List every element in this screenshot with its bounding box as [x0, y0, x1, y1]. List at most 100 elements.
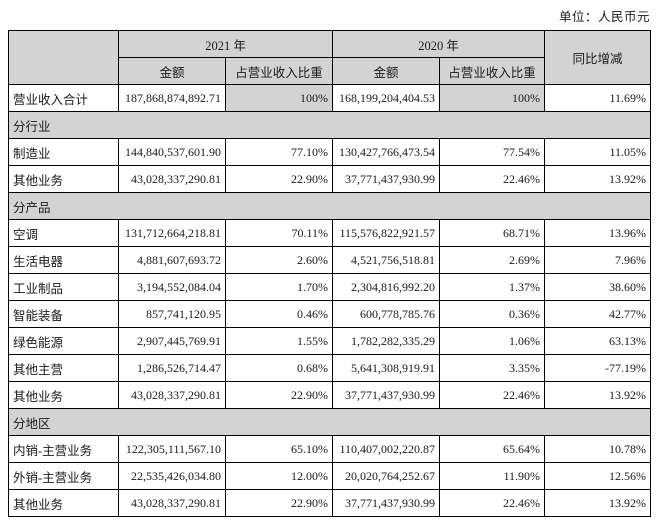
- row-label-cell: 外销-主营业务: [8, 462, 119, 490]
- table-row: 其他业务 43,028,337,290.81 22.90% 37,771,437,93…: [8, 489, 652, 517]
- yoy-cell: 11.05%: [544, 138, 652, 166]
- yoy-cell: 13.92%: [544, 165, 652, 193]
- amount-2020-cell: 600,778,785.76: [332, 300, 441, 328]
- amount-2021-cell: 131,712,664,218.81: [118, 219, 226, 247]
- amount-2020-cell: 2,304,816,992.20: [332, 273, 441, 301]
- proportion-2021-cell: 65.10%: [224, 435, 334, 463]
- proportion-2021-cell: 0.46%: [224, 300, 334, 328]
- proportion-2020-cell: 11.90%: [439, 462, 546, 490]
- proportion-2021-cell: 77.10%: [224, 138, 334, 166]
- table-row: 空调 131,712,664,218.81 70.11% 115,576,822,92…: [8, 219, 652, 247]
- table-row: 绿色能源 2,907,445,769.91 1.55% 1,782,282,335.2…: [8, 327, 652, 355]
- yoy-cell: -77.19%: [544, 354, 652, 382]
- yoy-cell: 11.69%: [544, 84, 652, 112]
- proportion-2021-cell: 1.70%: [224, 273, 334, 301]
- proportion-2021-cell: 12.00%: [224, 462, 334, 490]
- amount-2020-cell: 168,199,204,404.53: [332, 84, 441, 112]
- header-corner-cell: [8, 30, 119, 85]
- row-label-cell: 智能装备: [8, 300, 119, 328]
- amount-2021-cell: 1,286,526,714.47: [118, 354, 226, 382]
- proportion-2020-cell: 1.06%: [439, 327, 546, 355]
- header-amount-2021: 金额: [118, 57, 226, 85]
- proportion-2021-cell: 0.68%: [224, 354, 334, 382]
- proportion-2020-cell: 0.36%: [439, 300, 546, 328]
- row-label-cell: 工业制品: [8, 273, 119, 301]
- table-row: 内销-主营业务 122,305,111,567.10 65.10% 110,407,0…: [8, 435, 652, 463]
- proportion-2020-cell: 68.71%: [439, 219, 546, 247]
- table-row: 生活电器 4,881,607,693.72 2.60% 4,521,756,518.8…: [8, 246, 652, 274]
- table-row: 外销-主营业务 22,535,426,034.80 12.00% 20,020,764…: [8, 462, 652, 490]
- row-label-cell: 其他业务: [8, 489, 119, 517]
- proportion-2020-cell: 22.46%: [439, 165, 546, 193]
- yoy-cell: 63.13%: [544, 327, 652, 355]
- section-label: 分行业: [7, 111, 652, 139]
- revenue-breakdown-table: 2021 年 2020 年 同比增减 金额 占营业收入比重 金额 占营业收入比重…: [7, 30, 652, 517]
- header-row-metrics: 金额 占营业收入比重 金额 占营业收入比重: [9, 57, 651, 85]
- unit-label: 单位：人民币元: [558, 10, 650, 24]
- yoy-cell: 7.96%: [544, 246, 652, 274]
- amount-2021-cell: 144,840,537,601.90: [118, 138, 226, 166]
- yoy-cell: 13.92%: [544, 381, 652, 409]
- amount-2021-cell: 857,741,120.95: [118, 300, 226, 328]
- proportion-2021-cell: 70.11%: [224, 219, 334, 247]
- amount-2020-cell: 37,771,437,930.99: [332, 165, 441, 193]
- amount-2020-cell: 37,771,437,930.99: [332, 381, 441, 409]
- section-row: 分地区: [7, 408, 652, 436]
- table-row: 其他主营 1,286,526,714.47 0.68% 5,641,308,919.9…: [8, 354, 652, 382]
- amount-2020-cell: 5,641,308,919.91: [332, 354, 441, 382]
- row-label-cell: 绿色能源: [8, 327, 119, 355]
- proportion-2020-cell: 22.46%: [439, 489, 546, 517]
- table-header: 2021 年 2020 年 同比增减 金额 占营业收入比重 金额 占营业收入比重: [8, 30, 652, 85]
- section-row: 分行业: [7, 111, 652, 139]
- row-label-cell: 其他业务: [8, 165, 119, 193]
- table-row: 其他业务 43,028,337,290.81 22.90% 37,771,437,93…: [8, 165, 652, 193]
- section-label: 分产品: [7, 192, 652, 220]
- header-year-2021: 2021 年: [117, 30, 334, 58]
- proportion-2021-cell: 22.90%: [224, 165, 334, 193]
- proportion-2020-cell: 2.69%: [439, 246, 546, 274]
- amount-2021-cell: 122,305,111,567.10: [118, 435, 226, 463]
- proportion-2020-cell: 77.54%: [439, 138, 546, 166]
- amount-2021-cell: 22,535,426,034.80: [118, 462, 226, 490]
- row-label-cell: 其他主营: [8, 354, 119, 382]
- row-label-cell: 制造业: [8, 138, 119, 166]
- header-proportion-2020: 占营业收入比重: [439, 57, 546, 85]
- yoy-cell: 42.77%: [544, 300, 652, 328]
- row-label-cell: 空调: [8, 219, 119, 247]
- amount-2020-cell: 4,521,756,518.81: [332, 246, 441, 274]
- row-label-cell: 内销-主营业务: [8, 435, 119, 463]
- proportion-2020-cell: 100%: [439, 84, 546, 112]
- header-year-2020: 2020 年: [332, 30, 546, 58]
- amount-2020-cell: 130,427,766,473.54: [332, 138, 441, 166]
- table-row: 智能装备 857,741,120.95 0.46% 600,778,785.76 0.3…: [8, 300, 652, 328]
- amount-2021-cell: 4,881,607,693.72: [118, 246, 226, 274]
- proportion-2021-cell: 100%: [224, 84, 334, 112]
- section-row: 分产品: [7, 192, 652, 220]
- amount-2021-cell: 187,868,874,892.71: [118, 84, 226, 112]
- amount-2021-cell: 3,194,552,084.04: [118, 273, 226, 301]
- proportion-2021-cell: 1.55%: [224, 327, 334, 355]
- row-label-cell: 生活电器: [8, 246, 119, 274]
- amount-2020-cell: 1,782,282,335.29: [332, 327, 441, 355]
- amount-2021-cell: 43,028,337,290.81: [118, 165, 226, 193]
- header-proportion-2021: 占营业收入比重: [224, 57, 334, 85]
- proportion-2021-cell: 22.90%: [224, 381, 334, 409]
- proportion-2020-cell: 65.64%: [439, 435, 546, 463]
- header-yoy: 同比增减: [544, 30, 652, 85]
- yoy-cell: 13.92%: [544, 489, 652, 517]
- table-row: 制造业 144,840,537,601.90 77.10% 130,427,766,4…: [8, 138, 652, 166]
- table-body: 营业收入合计 187,868,874,892.71 100% 168,199,204,…: [7, 84, 652, 517]
- yoy-cell: 13.96%: [544, 219, 652, 247]
- section-label: 分地区: [7, 408, 652, 436]
- proportion-2020-cell: 3.35%: [439, 354, 546, 382]
- amount-2021-cell: 43,028,337,290.81: [118, 489, 226, 517]
- header-amount-2020: 金额: [332, 57, 441, 85]
- header-row-years: 2021 年 2020 年 同比增减: [8, 30, 652, 85]
- amount-2020-cell: 110,407,002,220.87: [332, 435, 441, 463]
- proportion-2020-cell: 22.46%: [439, 381, 546, 409]
- amount-2020-cell: 115,576,822,921.57: [332, 219, 441, 247]
- amount-2020-cell: 37,771,437,930.99: [332, 489, 441, 517]
- table-row: 其他业务 43,028,337,290.81 22.90% 37,771,437,93…: [8, 381, 652, 409]
- row-label-cell: 其他业务: [8, 381, 119, 409]
